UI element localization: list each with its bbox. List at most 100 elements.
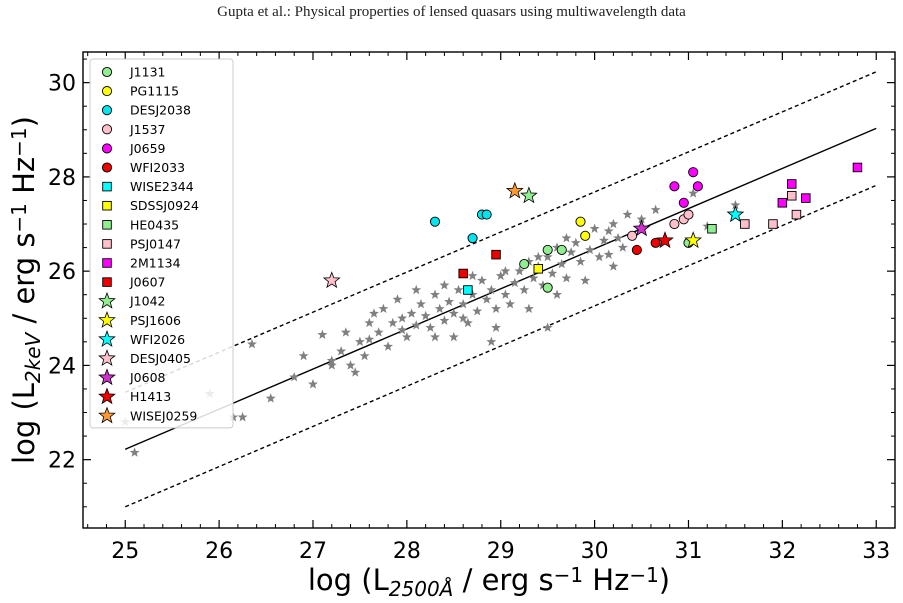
legend-marker	[102, 239, 112, 249]
legend-label: H1413	[130, 389, 171, 404]
legend-marker	[102, 277, 112, 287]
legend-marker	[101, 162, 113, 173]
background-star-point	[129, 447, 140, 457]
point-he0435	[707, 223, 717, 234]
y-axis-title: log (L2keV / erg s−1 Hz−1)	[7, 116, 45, 464]
legend-label: PSJ1606	[130, 313, 181, 328]
legend-marker	[98, 310, 116, 328]
background-star-point	[434, 303, 445, 314]
background-star-point	[599, 235, 609, 245]
point-2m1134	[777, 198, 788, 208]
dispersion-line-1	[124, 184, 877, 508]
point-j0607	[491, 249, 501, 260]
legend-label: DESJ0405	[130, 351, 191, 366]
legend-label: J1131	[129, 65, 166, 80]
legend-label: WFI2026	[130, 332, 185, 347]
legend-label: SDSSJ0924	[130, 198, 199, 213]
background-star-point	[486, 336, 497, 347]
legend-marker	[101, 105, 113, 116]
background-star-point	[542, 251, 553, 262]
legend-entry-he0435: HE0435	[102, 217, 179, 232]
y-tick-label: 22	[48, 449, 76, 474]
background-star-point	[500, 289, 511, 299]
background-star-point	[340, 327, 351, 337]
legend-entry-j1042: J1042	[98, 291, 166, 309]
background-star-point	[336, 346, 347, 356]
point-wisej0259	[505, 181, 524, 199]
background-star-point	[533, 251, 544, 262]
background-star-point	[500, 265, 511, 276]
x-tick-label: 33	[862, 539, 890, 564]
background-star-point	[589, 223, 600, 233]
legend-label: J1042	[129, 294, 166, 309]
legend: J1131 PG1115 DESJ2038 J1537 J0659 WFI2033 WISE…	[89, 58, 234, 429]
point-psj0147	[740, 219, 750, 229]
point-h1413	[656, 231, 674, 249]
point-wfi2026	[726, 205, 745, 223]
background-star-point	[509, 277, 520, 288]
point-psj0147	[791, 209, 802, 220]
point-j1042	[520, 186, 538, 204]
legend-label: WFI2033	[130, 160, 185, 175]
point-sdssj0924	[533, 264, 544, 274]
legend-marker	[98, 406, 116, 424]
background-star-point	[505, 298, 516, 309]
legend-label: J0607	[129, 275, 166, 290]
legend-entry-j1537: J1537	[101, 122, 166, 137]
background-star-point	[364, 334, 375, 344]
background-star-point	[364, 317, 375, 328]
background-star-point	[472, 306, 483, 316]
legend-entry-psj0147: PSJ0147	[102, 236, 181, 251]
background-star-point	[538, 280, 548, 290]
point-wfi2033	[631, 244, 642, 255]
background-star-point	[289, 371, 300, 382]
background-star-point	[462, 317, 473, 328]
background-star-point	[317, 329, 328, 339]
background-star-point	[453, 284, 464, 295]
legend-marker	[101, 143, 113, 154]
background-star-point	[608, 218, 619, 229]
background-star-point	[570, 237, 581, 248]
point-desj2038	[429, 216, 441, 227]
background-star-point	[448, 308, 459, 318]
background-star-point	[552, 289, 562, 299]
point-psj0147	[768, 219, 778, 229]
background-star-point	[298, 350, 309, 361]
background-star-point	[439, 315, 450, 325]
background-star-point	[519, 284, 530, 295]
point-j0659	[669, 181, 680, 192]
legend-label: J1537	[129, 122, 166, 137]
background-star-point	[401, 331, 412, 342]
point-psj1606	[684, 231, 703, 249]
best-fit-line	[124, 127, 877, 450]
legend-marker	[98, 349, 116, 367]
page-header: Gupta et al.: Physical properties of len…	[217, 4, 686, 20]
y-tick-label: 28	[48, 166, 76, 191]
background-star-point	[594, 251, 605, 262]
background-star-point	[430, 331, 440, 342]
legend-entry-wfi2033: WFI2033	[101, 160, 185, 175]
background-star-point	[495, 270, 506, 281]
background-star-point	[603, 225, 614, 236]
background-star-point	[523, 303, 534, 314]
background-star-point	[617, 242, 628, 252]
background-star-point	[561, 273, 572, 283]
point-2m1134	[786, 179, 797, 189]
background-star-point	[580, 275, 591, 285]
legend-entry-desj0405: DESJ0405	[98, 349, 191, 367]
background-star-point	[552, 242, 562, 252]
background-star-point	[345, 360, 356, 370]
legend-entry-2m1134: 2M1134	[102, 256, 181, 271]
background-sample	[120, 188, 741, 457]
point-wfi2033	[650, 237, 661, 248]
point-desj0405	[322, 271, 341, 289]
point-desj2038	[481, 209, 492, 220]
background-star-point	[477, 275, 487, 285]
legend-marker	[98, 330, 116, 347]
background-star-point	[566, 247, 577, 257]
background-star-point	[397, 313, 408, 323]
background-star-point	[308, 379, 318, 389]
background-star-point	[481, 294, 492, 304]
legend-marker	[102, 181, 112, 192]
lensed-quasar-series	[322, 162, 863, 295]
